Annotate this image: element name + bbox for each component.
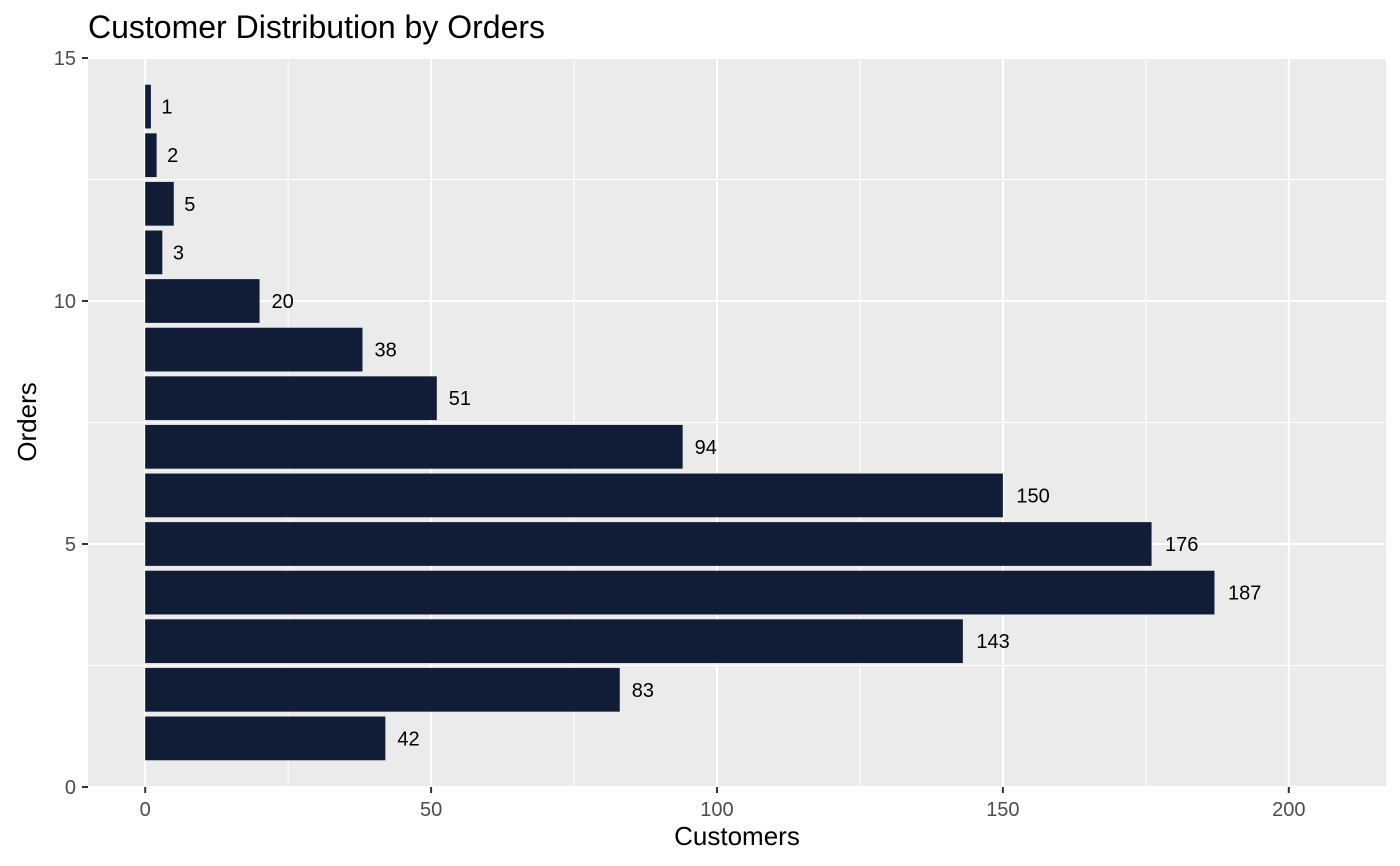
data-label: 38: [374, 340, 396, 362]
x-axis-title: Customers: [674, 821, 800, 851]
y-axis-title: Orders: [12, 382, 42, 461]
data-label: 143: [976, 631, 1009, 653]
bar: [145, 133, 157, 178]
data-label: 176: [1165, 534, 1198, 556]
data-label: 51: [449, 388, 471, 410]
x-tick-label: 200: [1272, 799, 1305, 821]
x-tick-label: 50: [420, 799, 442, 821]
chart-title: Customer Distribution by Orders: [88, 9, 545, 45]
bar: [145, 619, 963, 664]
bar: [145, 84, 151, 129]
data-label: 94: [695, 437, 717, 459]
bar: [145, 522, 1152, 566]
data-label: 150: [1016, 485, 1049, 507]
bar: [145, 327, 363, 372]
bar: [145, 376, 437, 421]
y-tick-label: 5: [65, 534, 76, 556]
data-label: 42: [397, 728, 419, 750]
data-label: 5: [184, 194, 195, 216]
bar: [145, 424, 683, 469]
data-label: 1: [161, 97, 172, 119]
x-tick-label: 0: [140, 799, 151, 821]
data-label: 83: [632, 680, 654, 702]
bar: [145, 667, 620, 712]
y-tick-label: 0: [65, 777, 76, 799]
y-tick-label: 10: [54, 291, 76, 313]
y-axis: 0 5 10 15: [54, 48, 88, 799]
bar: [145, 716, 386, 761]
x-axis: 0 50 100 150 200: [140, 787, 1305, 821]
data-label: 20: [272, 291, 294, 313]
bars: [145, 84, 1215, 761]
bar: [145, 230, 163, 275]
bar: [145, 473, 1003, 518]
data-labels: 42 83 143 187 176 150 94 51 38 20 3 5 2 1: [161, 97, 1261, 751]
bar: [145, 279, 260, 323]
x-tick-label: 100: [700, 799, 733, 821]
y-tick-label: 15: [54, 48, 76, 70]
data-label: 3: [173, 242, 184, 264]
x-tick-label: 150: [986, 799, 1019, 821]
minor-gridlines: [88, 58, 1386, 787]
bar: [145, 181, 174, 226]
data-label: 187: [1228, 583, 1261, 605]
bar: [145, 570, 1215, 615]
data-label: 2: [167, 145, 178, 167]
